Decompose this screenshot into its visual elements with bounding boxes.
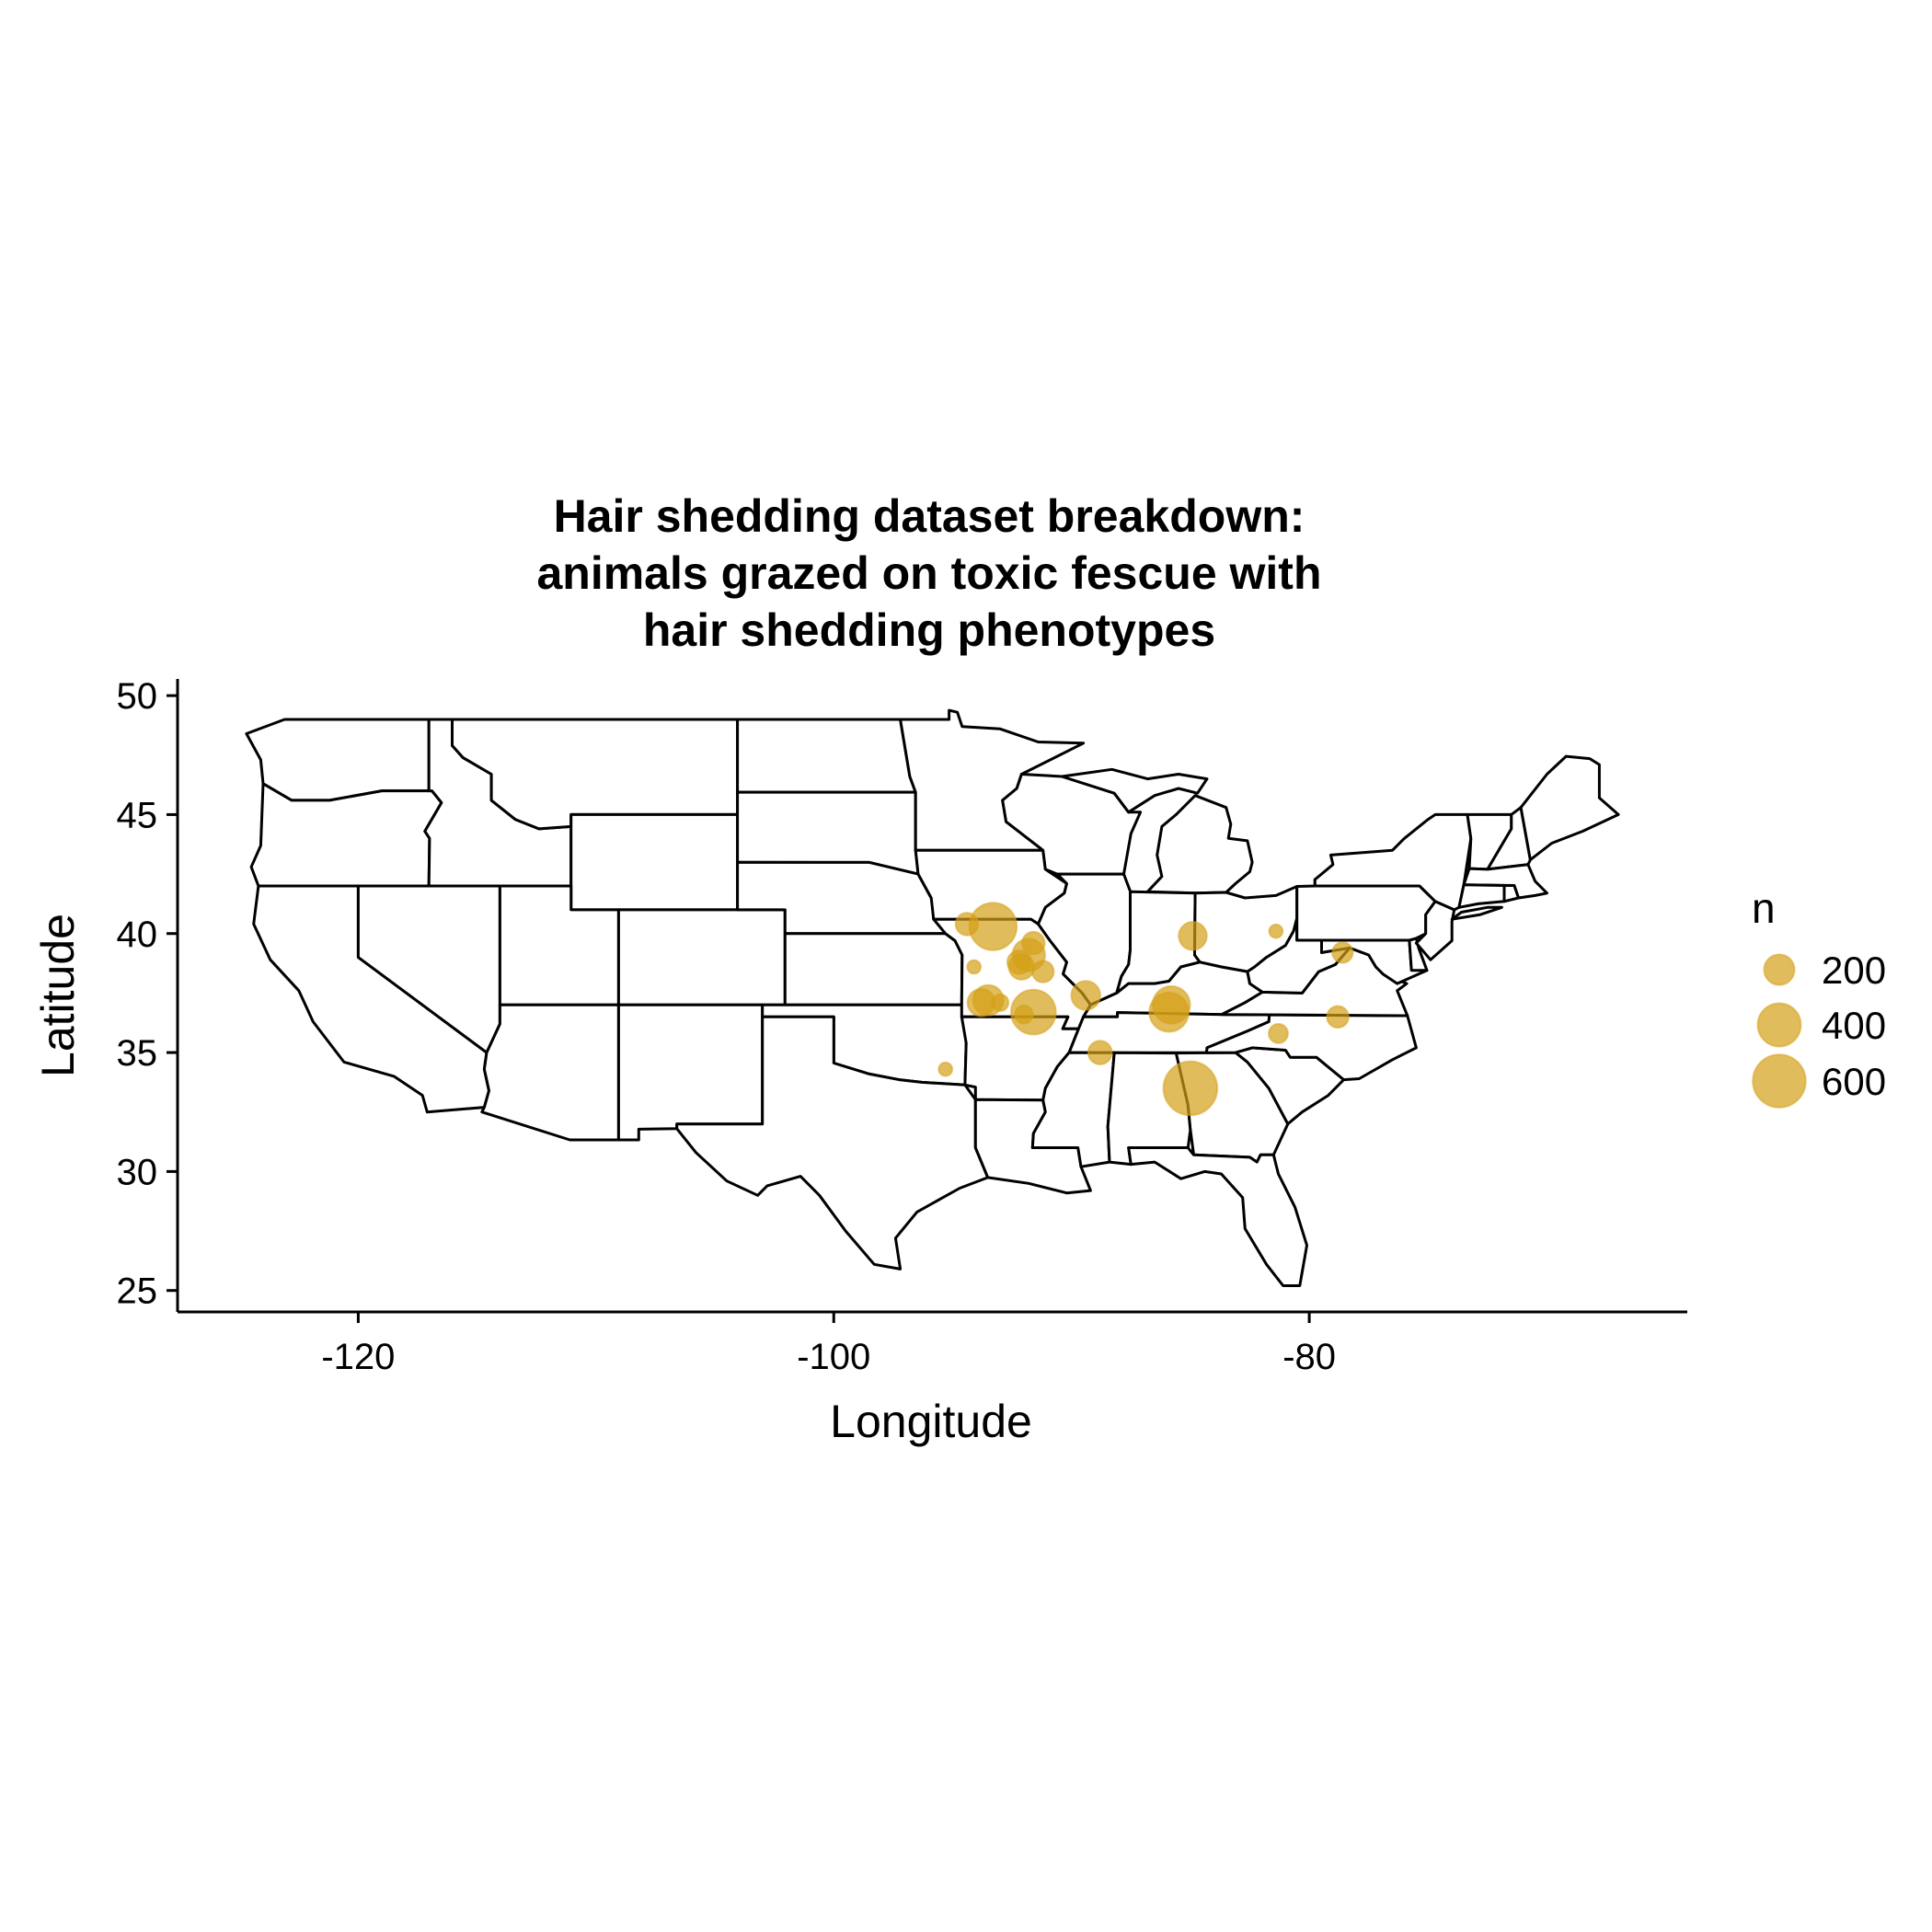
state-connecticut [1457, 883, 1506, 909]
data-point-14 [1087, 1040, 1113, 1065]
y-tick-label-2: 35 [117, 1033, 158, 1074]
data-point-20 [1331, 941, 1354, 964]
state-michigan-upper [1060, 767, 1209, 814]
data-point-13 [1070, 980, 1101, 1011]
legend-label-2: 600 [1822, 1060, 1886, 1103]
state-rhode-island [1502, 884, 1520, 903]
state-kansas [783, 932, 964, 1006]
y-tick-label-5: 50 [117, 676, 158, 717]
data-point-18 [1162, 1060, 1219, 1117]
data-point-21 [1326, 1005, 1350, 1029]
y-tick-label-0: 25 [117, 1271, 158, 1312]
x-tick-label-0: -120 [321, 1337, 395, 1377]
data-point-22 [1268, 1022, 1289, 1044]
x-axis-title: Longitude [830, 1396, 1032, 1447]
legend-label-0: 200 [1822, 949, 1886, 992]
state-arizona [480, 1003, 620, 1142]
data-point-23 [937, 1061, 954, 1077]
legend-label-1: 400 [1822, 1004, 1886, 1047]
state-oregon [249, 782, 443, 888]
data-point-12 [991, 993, 1010, 1012]
data-point-11 [966, 987, 996, 1018]
state-washington [245, 718, 431, 802]
chart-title-line-2: animals grazed on toxic fescue with [536, 547, 1321, 599]
legend-key-2 [1752, 1053, 1807, 1109]
legend-title: n [1752, 884, 1776, 932]
state-wyoming [569, 812, 740, 912]
x-tick-label-1: -100 [797, 1337, 870, 1377]
chart-title-line-3: hair shedding phenotypes [643, 604, 1215, 656]
x-axis-ticks: -120 -100 -80 [321, 1312, 1336, 1377]
state-maine [1519, 754, 1620, 862]
state-pennsylvania [1295, 878, 1437, 942]
x-tick-label-2: -80 [1282, 1337, 1336, 1377]
state-new-york [1313, 812, 1473, 912]
y-tick-label-1: 30 [117, 1152, 158, 1192]
y-tick-label-3: 40 [117, 914, 158, 955]
state-boundaries [245, 708, 1620, 1287]
y-axis-ticks: 25 30 35 40 45 50 [117, 676, 178, 1312]
state-texas [675, 1015, 990, 1271]
us-states-map [245, 708, 1620, 1287]
state-florida [1127, 1146, 1308, 1287]
data-point-7 [1030, 960, 1055, 983]
state-mississippi [1030, 1051, 1116, 1168]
state-wisconsin [1001, 773, 1143, 876]
chart-title-line-1: Hair shedding dataset breakdown: [554, 490, 1305, 542]
state-new-mexico [616, 1003, 765, 1142]
state-colorado [616, 908, 787, 1006]
state-new-jersey [1414, 900, 1456, 961]
y-axis-title: Latitude [32, 914, 84, 1077]
legend-key-0 [1763, 953, 1796, 986]
data-point-2 [966, 959, 983, 975]
data-point-6 [1007, 953, 1036, 981]
data-point-17 [1178, 921, 1208, 951]
data-point-9 [1014, 1004, 1034, 1025]
state-north-dakota [736, 718, 917, 794]
size-legend: n 200 400 600 [1752, 884, 1886, 1109]
state-north-carolina [1205, 1013, 1418, 1082]
data-point-16 [1148, 991, 1190, 1033]
data-point-19 [1268, 923, 1284, 939]
y-tick-label-4: 45 [117, 795, 158, 835]
data-points [937, 902, 1354, 1117]
state-long-island [1450, 905, 1503, 921]
state-michigan-lower [1145, 794, 1254, 895]
legend-key-1 [1756, 1002, 1802, 1048]
data-point-1 [954, 912, 980, 937]
